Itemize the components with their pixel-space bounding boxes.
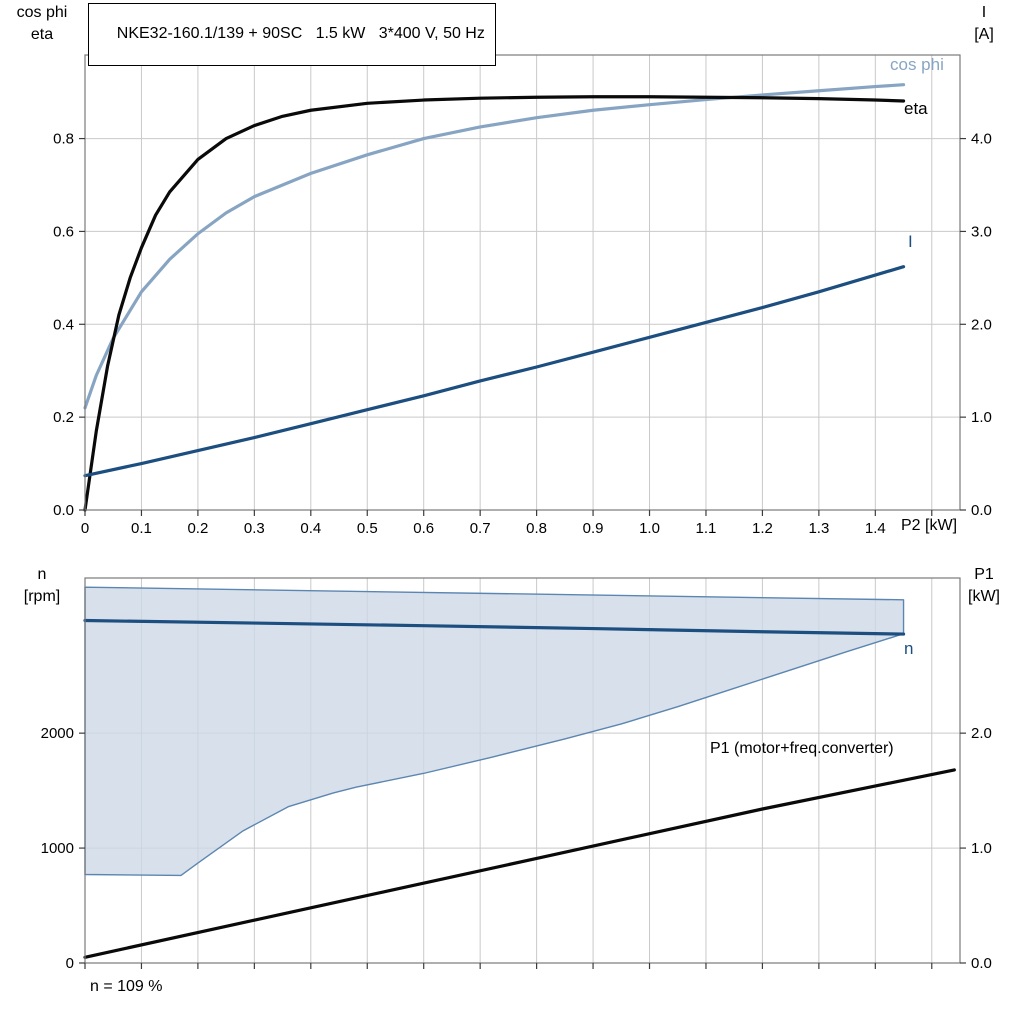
- x-axis-label: P2 [kW]: [901, 517, 958, 534]
- x-tick-label: 1.4: [865, 520, 886, 537]
- top-left-axis-label-eta: eta: [30, 26, 54, 43]
- y-tick-label-left: 0.4: [53, 316, 74, 333]
- x-tick-label: 0.5: [357, 520, 378, 537]
- speed-operating-range: [84, 586, 905, 877]
- x-tick-label: 0.9: [583, 520, 604, 537]
- plot-frame: [84, 54, 961, 511]
- curve-label-cos-phi: cos phi: [890, 55, 944, 74]
- bottom-left-axis-label-n: n: [37, 566, 47, 583]
- y-tick-label-right: 1.0: [971, 409, 992, 426]
- top-right-axis-label-I: I: [981, 4, 987, 21]
- top-left-axis-label-cosphi: cos phi: [16, 4, 68, 21]
- chart-title: NKE32-160.1/139 + 90SC 1.5 kW 3*400 V, 5…: [116, 25, 485, 42]
- curve-label-p1: P1 (motor+freq.converter): [710, 740, 894, 757]
- plot-frame: [84, 577, 961, 964]
- x-tick-label: 1.3: [808, 520, 829, 537]
- series-curve-speed: [83, 618, 906, 636]
- y-tick-label-left: 0.6: [53, 223, 74, 240]
- y-tick-label-right: 4.0: [971, 131, 992, 148]
- x-tick-label: 0.7: [470, 520, 491, 537]
- x-tick-label: 0.2: [187, 520, 208, 537]
- y-tick-label-right: 1.0: [971, 840, 992, 857]
- series-curve-p1: [83, 768, 956, 959]
- x-tick-label: 0.4: [300, 520, 321, 537]
- chart-title-box: NKE32-160.1/139 + 90SC 1.5 kW 3*400 V, 5…: [88, 3, 496, 66]
- series-curve-current: [83, 265, 906, 478]
- y-tick-label-left: 0.2: [53, 409, 74, 426]
- bottom-left-axis-label-rpm: [rpm]: [23, 588, 61, 605]
- y-tick-label-left: 1000: [41, 840, 74, 857]
- y-tick-label-left: 0.0: [53, 502, 74, 519]
- x-tick-label: 1.1: [696, 520, 717, 537]
- x-tick-label: 0.8: [526, 520, 547, 537]
- series-curve-eta: [83, 95, 906, 512]
- x-tick-label: 0.3: [244, 520, 265, 537]
- series-curve-cos_phi: [83, 83, 906, 410]
- y-tick-label-right: 2.0: [971, 316, 992, 333]
- y-tick-label-right: 0.0: [971, 955, 992, 972]
- x-tick-label: 0: [81, 520, 89, 537]
- curve-label-eta: eta: [904, 99, 928, 118]
- y-tick-label-right: 3.0: [971, 223, 992, 240]
- y-tick-label-left: 0: [66, 955, 74, 972]
- bottom-right-axis-label-kW: [kW]: [968, 588, 1000, 605]
- x-tick-label: 1.0: [639, 520, 660, 537]
- x-tick-label: 0.1: [131, 520, 152, 537]
- x-tick-label: 0.6: [413, 520, 434, 537]
- curve-label-current: I: [908, 232, 913, 251]
- y-tick-label-left: 2000: [41, 725, 74, 742]
- curve-label-speed: n: [904, 639, 914, 658]
- speed-percentage-note: n = 109 %: [90, 978, 163, 995]
- x-tick-label: 1.2: [752, 520, 773, 537]
- y-tick-label-right: 0.0: [971, 502, 992, 519]
- y-tick-label-left: 0.8: [53, 131, 74, 148]
- top-right-axis-label-A: [A]: [974, 26, 994, 43]
- y-tick-label-right: 2.0: [971, 725, 992, 742]
- bottom-right-axis-label-P1: P1: [974, 566, 994, 583]
